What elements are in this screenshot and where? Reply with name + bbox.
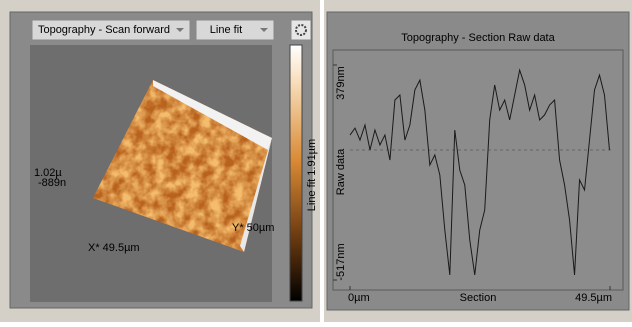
y-tick-label: 379nm [335,66,347,100]
x-size-label: X* 49.5µm [88,242,140,254]
section-line [349,68,610,276]
x-tick-label: 0µm [348,292,370,304]
dropdown-arrow [260,28,268,32]
plot-area [332,49,624,291]
surface-edge [240,138,272,252]
z-bottom-label: -889n [38,177,66,189]
z-top-label: 1.02µ [34,167,62,179]
colorbar-label: Line fit 1.91µm [306,139,318,211]
filter-dropdown[interactable] [195,19,275,41]
dropdown-arrow [176,28,184,32]
x-axis-label: Section [460,292,497,304]
y-axis-label: Raw data [335,148,347,195]
surface-edge [153,80,272,150]
channel-dropdown[interactable] [31,19,191,41]
colorbar [289,44,303,302]
x-tick-label: 49.5µm [575,292,612,304]
filter-text: Line fit [210,24,242,36]
chart-title: Topography - Section Raw data [401,32,555,44]
channel-text: Topography - Scan forward [38,24,170,36]
gear-icon [295,24,307,36]
y-size-label: Y* 50µm [232,222,274,234]
y-tick-label: -517nm [335,243,347,280]
settings-button[interactable] [290,19,312,41]
